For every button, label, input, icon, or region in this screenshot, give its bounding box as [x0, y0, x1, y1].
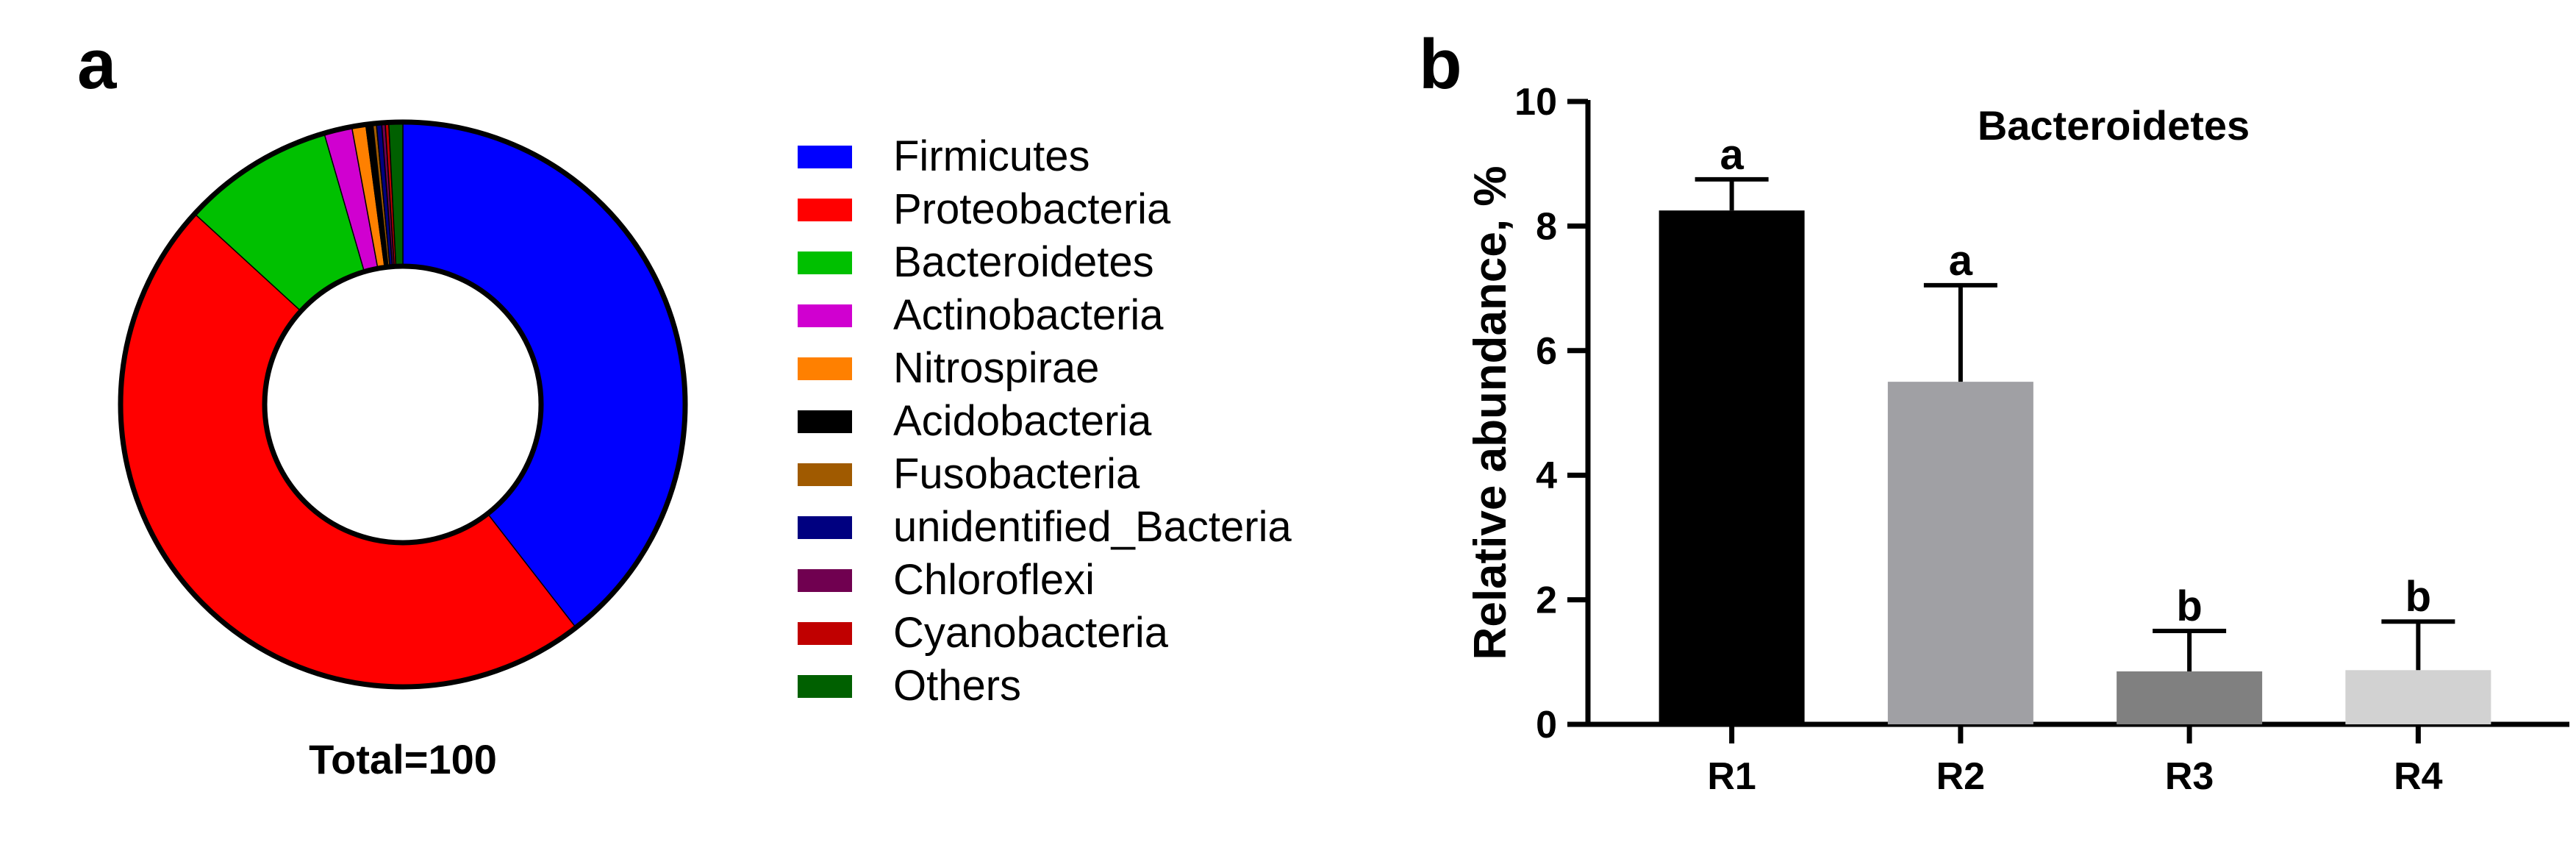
donut-legend: Firmicutes Proteobacteria Bacteroidetes Act…: [798, 132, 1292, 710]
legend-label-nitrospirae: Nitrospirae: [893, 344, 1099, 392]
panel-b-letter: b: [1419, 25, 1462, 104]
y-tick-label: 0: [1536, 704, 1557, 746]
legend-label-chloroflexi: Chloroflexi: [893, 556, 1095, 604]
legend-label-firmicutes: Firmicutes: [893, 132, 1090, 180]
bar-r4: [2345, 670, 2491, 724]
x-tick-label-r3: R3: [2165, 755, 2214, 798]
significance-label-r4: b: [2405, 573, 2431, 621]
legend-label-unidentified-bacteria: unidentified_Bacteria: [893, 503, 1292, 551]
legend-swatch-acidobacteria: [798, 410, 852, 433]
significance-label-r2: a: [1949, 237, 1973, 285]
donut-outer-ring: [118, 119, 688, 690]
bar-r1: [1659, 210, 1805, 725]
legend-swatch-fusobacteria: [798, 463, 852, 486]
donut-caption: Total=100: [309, 736, 497, 782]
donut-chart: [118, 119, 688, 690]
legend-label-actinobacteria: Actinobacteria: [893, 291, 1164, 339]
y-tick-label: 8: [1536, 205, 1557, 248]
bar-chart: 0 2 4 6 8 10 Relative abundance, % Bacteroidete…: [1465, 81, 2569, 798]
legend-label-others: Others: [893, 662, 1021, 710]
legend-swatch-cyanobacteria: [798, 622, 852, 645]
bar-r3: [2117, 671, 2263, 724]
y-tick-label: 6: [1536, 330, 1557, 373]
legend-swatch-unidentified-bacteria: [798, 516, 852, 539]
legend-label-proteobacteria: Proteobacteria: [893, 185, 1171, 233]
legend-swatch-nitrospirae: [798, 357, 852, 380]
legend-label-cyanobacteria: Cyanobacteria: [893, 609, 1169, 657]
x-tick-label-r1: R1: [1707, 755, 1756, 798]
x-tick-label-r4: R4: [2394, 755, 2443, 798]
legend-label-acidobacteria: Acidobacteria: [893, 397, 1152, 445]
y-tick-label: 10: [1514, 81, 1557, 124]
significance-label-r1: a: [1720, 131, 1744, 179]
bar-chart-title: Bacteroidetes: [1978, 102, 2250, 149]
donut-inner-ring: [262, 263, 544, 546]
legend-label-bacteroidetes: Bacteroidetes: [893, 238, 1154, 286]
y-tick-label: 2: [1536, 579, 1557, 622]
x-tick-label-r2: R2: [1936, 755, 1985, 798]
bar-r2: [1887, 382, 2033, 724]
legend-swatch-actinobacteria: [798, 304, 852, 327]
panel-a-letter: a: [77, 25, 117, 104]
legend-swatch-firmicutes: [798, 146, 852, 168]
significance-label-r3: b: [2176, 582, 2202, 630]
y-tick-label: 4: [1536, 454, 1557, 497]
legend-swatch-bacteroidetes: [798, 251, 852, 274]
legend-swatch-proteobacteria: [798, 199, 852, 221]
legend-swatch-others: [798, 675, 852, 698]
y-axis-label: Relative abundance, %: [1465, 166, 1516, 660]
legend-label-fusobacteria: Fusobacteria: [893, 450, 1140, 498]
legend-swatch-chloroflexi: [798, 569, 852, 592]
